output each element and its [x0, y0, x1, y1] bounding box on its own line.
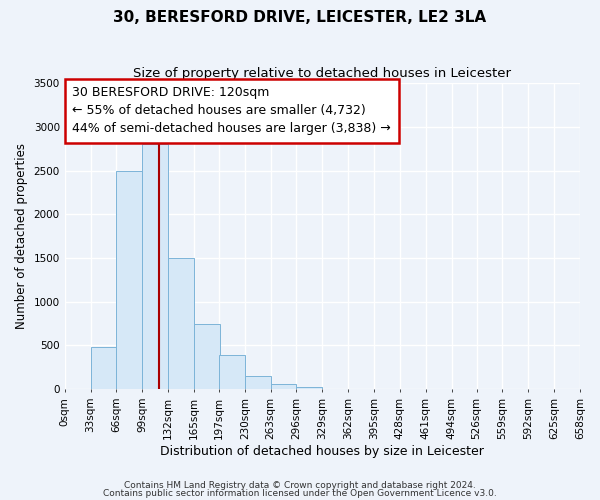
Bar	[142, 144, 168, 389]
Text: 30 BERESFORD DRIVE: 120sqm
← 55% of detached houses are smaller (4,732)
44% of s: 30 BERESFORD DRIVE: 120sqm ← 55% of deta…	[73, 86, 391, 135]
Bar	[194, 324, 220, 389]
Bar	[271, 384, 296, 389]
Text: Contains public sector information licensed under the Open Government Licence v3: Contains public sector information licen…	[103, 488, 497, 498]
Title: Size of property relative to detached houses in Leicester: Size of property relative to detached ho…	[133, 68, 511, 80]
Bar	[296, 386, 322, 389]
Text: Contains HM Land Registry data © Crown copyright and database right 2024.: Contains HM Land Registry data © Crown c…	[124, 481, 476, 490]
Bar	[116, 170, 142, 389]
Bar	[168, 258, 194, 389]
Bar	[219, 355, 245, 389]
X-axis label: Distribution of detached houses by size in Leicester: Distribution of detached houses by size …	[160, 444, 484, 458]
Bar	[91, 347, 116, 389]
Text: 30, BERESFORD DRIVE, LEICESTER, LE2 3LA: 30, BERESFORD DRIVE, LEICESTER, LE2 3LA	[113, 10, 487, 25]
Bar	[245, 376, 271, 389]
Y-axis label: Number of detached properties: Number of detached properties	[15, 143, 28, 329]
